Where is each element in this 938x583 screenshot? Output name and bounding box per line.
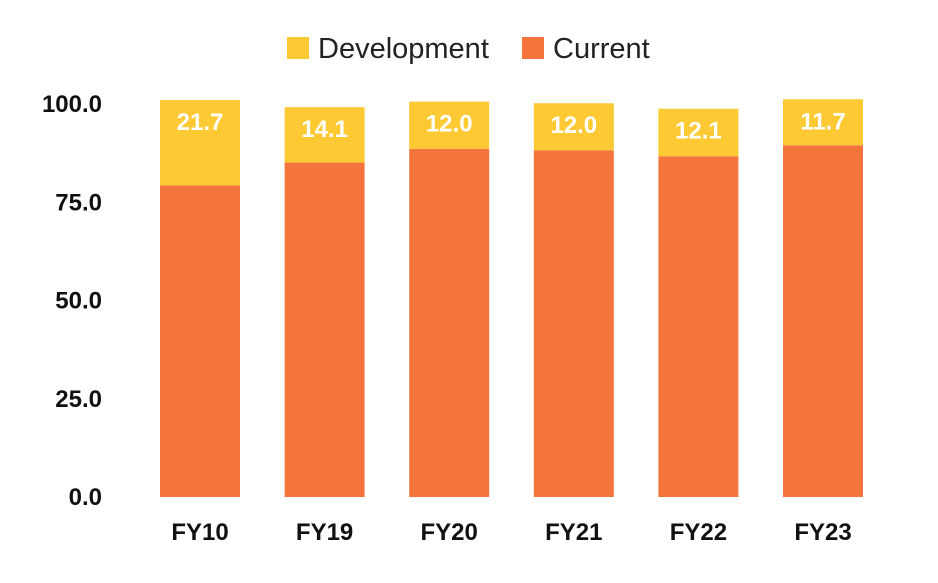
x-tick-label-fy10: FY10 [171, 519, 228, 546]
y-tick-label: 100.0 [42, 91, 102, 118]
bar-development-fy10 [160, 100, 240, 186]
data-label-development-fy21: 12.0 [550, 112, 597, 139]
bar-current-fy20 [409, 148, 490, 497]
legend-swatch-development [287, 37, 309, 59]
bar-development-fy23 [783, 99, 863, 146]
bar-development-fy20 [409, 101, 490, 149]
bar-current-fy22 [658, 156, 739, 498]
bar-development-fy19 [284, 107, 365, 163]
y-tick-label: 0.0 [69, 484, 102, 511]
x-tick-label-fy19: FY19 [296, 519, 353, 546]
data-label-development-fy19: 14.1 [301, 116, 348, 143]
y-tick-label: 50.0 [55, 288, 102, 315]
legend: Development Current [287, 33, 650, 65]
x-tick-label-fy22: FY22 [670, 519, 727, 546]
legend-label-current: Current [553, 33, 650, 65]
x-tick-label-fy21: FY21 [545, 519, 602, 546]
y-axis: 0.0 25.0 50.0 75.0 100.0 [42, 91, 102, 511]
bar-development-fy21 [533, 103, 614, 151]
bar-current-fy23 [783, 145, 863, 497]
y-tick-label: 25.0 [55, 386, 102, 413]
legend-swatch-current [522, 37, 544, 59]
data-label-development-fy22: 12.1 [675, 118, 722, 145]
bar-current-fy21 [533, 150, 614, 497]
bar-current-fy19 [284, 162, 365, 497]
legend-label-development: Development [318, 33, 489, 65]
data-label-development-fy10: 21.7 [177, 109, 224, 136]
data-label-development-fy23: 11.7 [800, 108, 845, 135]
bar-development-fy22 [658, 108, 739, 157]
bar-current-fy10 [160, 185, 240, 497]
bars: 21.7 14.1 12.0 12.0 12.1 11.7 [160, 99, 863, 498]
data-label-development-fy20: 12.0 [426, 111, 473, 138]
x-tick-label-fy20: FY20 [421, 519, 478, 546]
y-tick-label: 75.0 [55, 189, 102, 216]
x-tick-label-fy23: FY23 [794, 519, 851, 546]
x-axis: FY10 FY19 FY20 FY21 FY22 FY23 [171, 519, 851, 546]
